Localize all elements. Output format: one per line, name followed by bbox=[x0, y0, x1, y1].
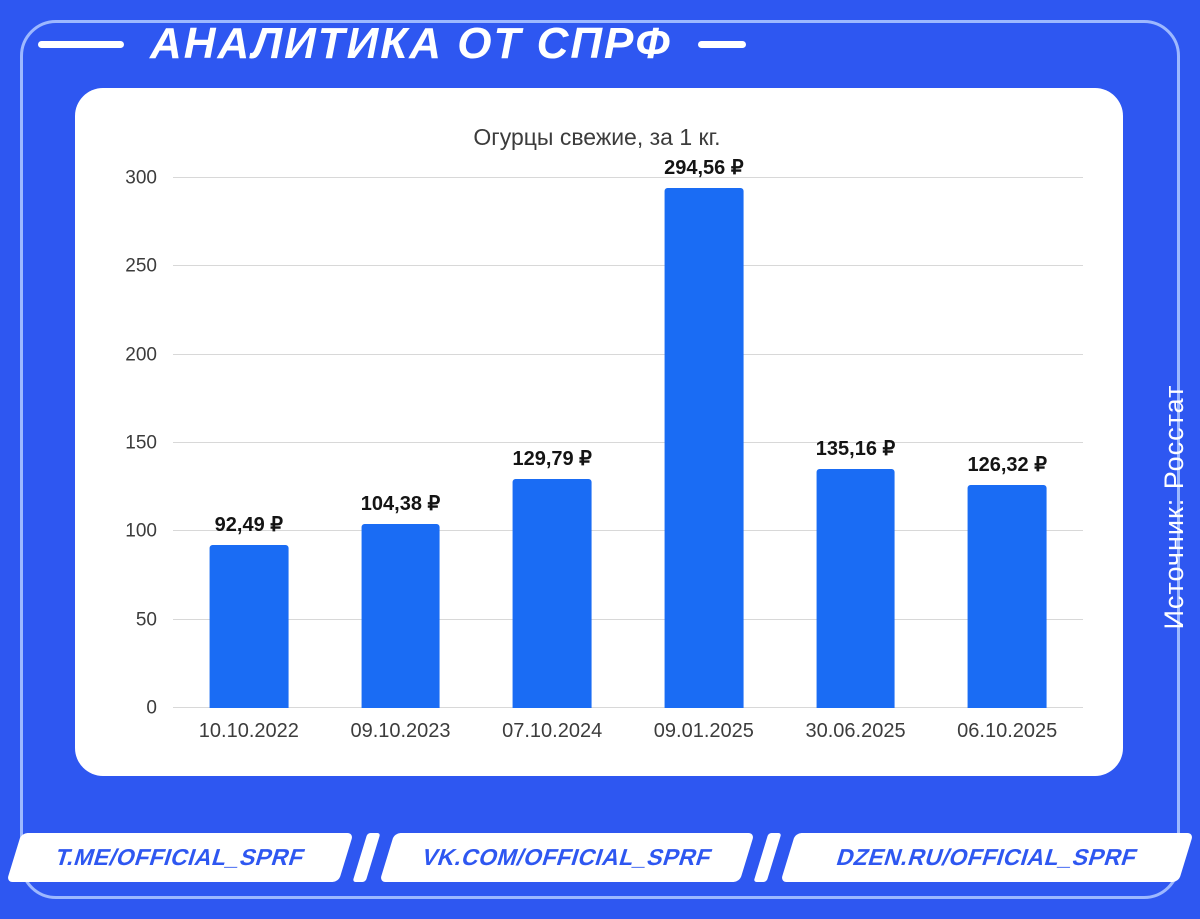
bar-value-label: 129,79 ₽ bbox=[512, 447, 592, 470]
y-tick-label: 100 bbox=[125, 520, 157, 542]
y-axis: 0 50 100 150 200 250 300 bbox=[111, 169, 173, 718]
gridline bbox=[173, 177, 1083, 178]
gridline bbox=[173, 618, 1083, 620]
x-tick-label: 10.10.2022 bbox=[198, 720, 299, 742]
y-tick-label: 250 bbox=[125, 255, 157, 277]
footer-link-telegram[interactable]: T.ME/OFFICIAL_SPRF bbox=[6, 833, 354, 882]
bar-chart: 0 50 100 150 200 250 300 92,49 ₽ 104,38 ₽ 129,79… bbox=[111, 158, 1083, 718]
header-line-right bbox=[697, 40, 746, 48]
x-axis: 10.10.2022 09.10.2023 07.10.2024 09.01.2025… bbox=[173, 720, 1083, 743]
bar-column: 135,16 ₽ bbox=[780, 178, 932, 708]
bar bbox=[816, 469, 895, 708]
y-tick-label: 50 bbox=[135, 609, 157, 631]
page-title: АНАЛИТИКА ОТ СПРФ bbox=[150, 19, 672, 68]
bar-value-label: 135,16 ₽ bbox=[815, 438, 896, 461]
plot-area: 92,49 ₽ 104,38 ₽ 129,79 ₽ 294,56 ₽ 135,16 ₽ 1… bbox=[173, 158, 1083, 708]
bar-value-label: 104,38 ₽ bbox=[360, 492, 441, 515]
x-tick-label: 06.10.2025 bbox=[957, 720, 1058, 742]
header: АНАЛИТИКА ОТ СПРФ bbox=[38, 22, 746, 66]
footer: T.ME/OFFICIAL_SPRF VK.COM/OFFICIAL_SPRF … bbox=[6, 833, 1194, 882]
gridline bbox=[173, 530, 1083, 532]
gridline bbox=[173, 265, 1083, 267]
bar bbox=[967, 484, 1047, 708]
gridline bbox=[173, 707, 1083, 708]
bar-value-label: 92,49 ₽ bbox=[214, 513, 283, 536]
footer-link-label: DZEN.RU/OFFICIAL_SPRF bbox=[833, 844, 1141, 870]
y-tick-label: 200 bbox=[125, 344, 157, 366]
x-tick-label: 30.06.2025 bbox=[805, 720, 906, 742]
footer-link-dzen[interactable]: DZEN.RU/OFFICIAL_SPRF bbox=[780, 833, 1194, 882]
footer-slash-divider bbox=[753, 833, 782, 882]
bar-column: 129,79 ₽ bbox=[476, 178, 628, 708]
footer-link-label: VK.COM/OFFICIAL_SPRF bbox=[418, 844, 716, 870]
bar-column: 104,38 ₽ bbox=[325, 178, 477, 708]
bar-column: 294,56 ₽ bbox=[628, 158, 780, 708]
bar bbox=[512, 478, 592, 708]
x-tick-label: 07.10.2024 bbox=[502, 720, 603, 742]
bar bbox=[209, 544, 289, 708]
chart-title: Огурцы свежие, за 1 кг. bbox=[473, 124, 721, 150]
gridline bbox=[173, 442, 1083, 443]
bar-column: 126,32 ₽ bbox=[931, 178, 1083, 708]
bar bbox=[361, 523, 440, 708]
x-tick-label: 09.01.2025 bbox=[653, 720, 754, 742]
source-label: Источник: Росстат bbox=[1159, 384, 1189, 630]
header-line-left bbox=[38, 40, 124, 48]
x-tick-label: 09.10.2023 bbox=[350, 720, 451, 742]
footer-slash-divider bbox=[352, 833, 381, 882]
footer-link-label: T.ME/OFFICIAL_SPRF bbox=[52, 844, 309, 870]
y-tick-label: 0 bbox=[146, 697, 157, 719]
bar-column: 92,49 ₽ bbox=[173, 178, 325, 708]
chart-card: Огурцы свежие, за 1 кг. 0 50 100 150 200 250 3… bbox=[75, 88, 1123, 776]
bar-value-label: 294,56 ₽ bbox=[664, 156, 744, 179]
y-tick-label: 300 bbox=[125, 167, 157, 189]
footer-link-vk[interactable]: VK.COM/OFFICIAL_SPRF bbox=[379, 833, 755, 882]
gridline bbox=[173, 353, 1083, 355]
bar-value-label: 126,32 ₽ bbox=[967, 453, 1047, 476]
bar bbox=[664, 187, 744, 708]
y-tick-label: 150 bbox=[125, 432, 157, 454]
